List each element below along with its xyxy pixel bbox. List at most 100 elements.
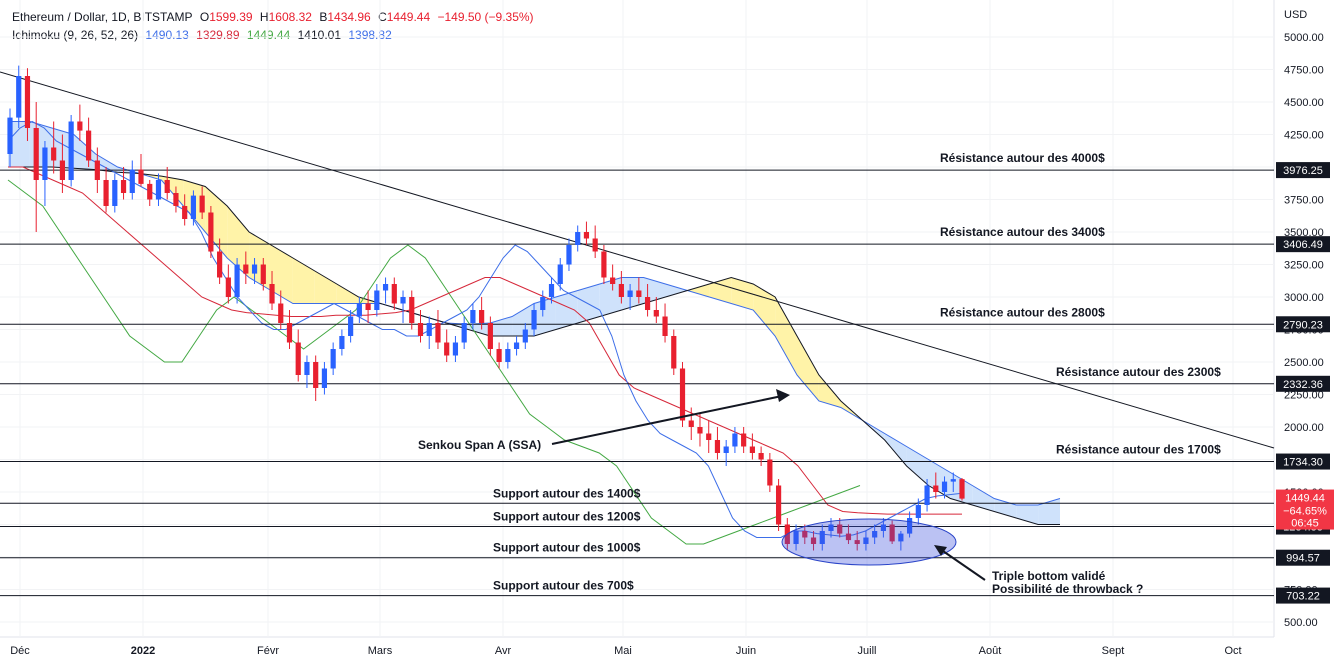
cloud-segment [665, 284, 688, 297]
countdown-label: 06:45 [1291, 518, 1319, 530]
candle-body [644, 297, 651, 310]
candle-body [155, 180, 162, 200]
candle-body [164, 180, 170, 193]
candle-body [190, 195, 197, 219]
cloud-segment [972, 485, 995, 512]
price-line-label: 1734.30 [1283, 457, 1323, 469]
candle-body [435, 323, 441, 343]
candle-body [260, 264, 266, 284]
ichimoku-value-5: 1398.82 [348, 28, 392, 42]
candle-body [94, 160, 100, 180]
cloud-segment [797, 336, 819, 401]
candle-body [313, 362, 319, 388]
annotations: Résistance autour des 4000$ Résistance au… [418, 151, 1221, 596]
low-value: B1434.96 [319, 10, 371, 24]
price-line-badge [1276, 236, 1330, 253]
candle-body [182, 206, 188, 219]
resistance-annotation: Résistance autour des 2800$ [940, 305, 1105, 319]
cloud-segment [227, 206, 250, 278]
cloud-segment [512, 303, 534, 336]
candle-body [732, 433, 738, 447]
candle-body [42, 147, 48, 180]
candle-body [610, 277, 616, 284]
y-tick-label: 4500.00 [1284, 97, 1324, 109]
candle-body [103, 180, 109, 206]
cloud-segment [336, 284, 359, 304]
candle-body [618, 284, 624, 297]
candle-body [802, 531, 808, 538]
candle-body [819, 531, 825, 544]
y-tick-label: 3500.00 [1284, 227, 1324, 239]
triple-bottom-annotation: Triple bottom validé [992, 569, 1106, 583]
y-tick-label: 3000.00 [1284, 292, 1324, 304]
price-line-badge [1276, 162, 1330, 179]
candle-body [671, 336, 677, 369]
candle-body [898, 533, 904, 542]
cloud-segment [292, 258, 315, 304]
candle-body [225, 277, 231, 297]
candle-body [828, 524, 834, 531]
price-line-label: 994.57 [1286, 553, 1320, 565]
candle-body [286, 323, 293, 343]
candle-body [697, 427, 703, 434]
cloud-segment [577, 284, 600, 323]
cloud-segment [818, 375, 841, 408]
price-line-badge [1276, 453, 1330, 470]
candle-body [933, 485, 939, 492]
trendline [0, 71, 1275, 449]
cloud-segment [8, 121, 30, 167]
candle-body [601, 251, 607, 278]
candle-body [758, 453, 764, 460]
price-line-label: 2790.23 [1283, 319, 1323, 331]
candle-body [16, 76, 22, 118]
cloud-segment [73, 134, 96, 170]
price-line-label: 2332.36 [1283, 379, 1323, 391]
price-lines [0, 169, 1274, 597]
triple-bottom-ellipse [781, 518, 957, 566]
y-tick-label: 3250.00 [1284, 260, 1324, 272]
cloud-segment [490, 316, 513, 336]
cloud-segment [271, 245, 293, 304]
ssa-annotation: Senkou Span A (SSA) [418, 438, 541, 452]
high-value: H1608.32 [259, 10, 312, 24]
cloud-segment [534, 297, 556, 336]
candle-body [906, 518, 913, 534]
y-tick-label: 2000.00 [1284, 422, 1324, 434]
candle-body [330, 349, 336, 369]
y-tick-label: 2250.00 [1284, 390, 1324, 402]
y-tick-label: 3750.00 [1284, 195, 1324, 207]
support-annotation: Support autour des 700$ [493, 579, 634, 593]
price-axis[interactable]: USD500.00750.001000.001250.001500.001750… [1276, 9, 1334, 629]
ichimoku-value-2: 1329.89 [196, 28, 240, 42]
triple-bottom-arrow-line [939, 548, 986, 581]
candle-body [505, 349, 511, 362]
current-price-badge [1276, 489, 1334, 530]
current-change-label: −64.65% [1283, 506, 1327, 518]
candle-body [749, 446, 755, 453]
candle-body [444, 342, 450, 356]
change-value: −149.50 (−9.35%) [437, 10, 534, 24]
candle-body [679, 368, 686, 421]
candle-body [173, 193, 179, 206]
resistance-annotation: Résistance autour des 3400$ [940, 225, 1105, 239]
candle-body [941, 481, 948, 492]
price-line-label: 3976.25 [1283, 165, 1323, 177]
candle-body [217, 251, 223, 278]
ssa-arrow-head [776, 389, 790, 402]
time-axis[interactable]: Déc 2022 Févr Mars Avr Mai Juin Juill Août Sept Oc… [10, 645, 1241, 657]
candle-body [548, 284, 555, 297]
candle-body [112, 180, 118, 206]
support-annotation: Support autour des 1400$ [493, 486, 641, 500]
cloud-segment [205, 186, 228, 258]
x-tick-label: Sept [1102, 645, 1125, 657]
chikou-line [7, 179, 861, 545]
symbol-label: Ethereum / Dollar, 1D, BITSTAMP [12, 10, 193, 24]
ssa-arrow-line [551, 395, 783, 445]
y-tick-label: 500.00 [1284, 617, 1318, 629]
price-line-badge [1276, 375, 1330, 392]
candle-body [199, 195, 205, 213]
candle-body [400, 297, 406, 304]
candle-body [374, 290, 380, 310]
legend-line-2: Ichimoku (9, 26, 52, 26) 1490.13 1329.89… [12, 28, 396, 42]
